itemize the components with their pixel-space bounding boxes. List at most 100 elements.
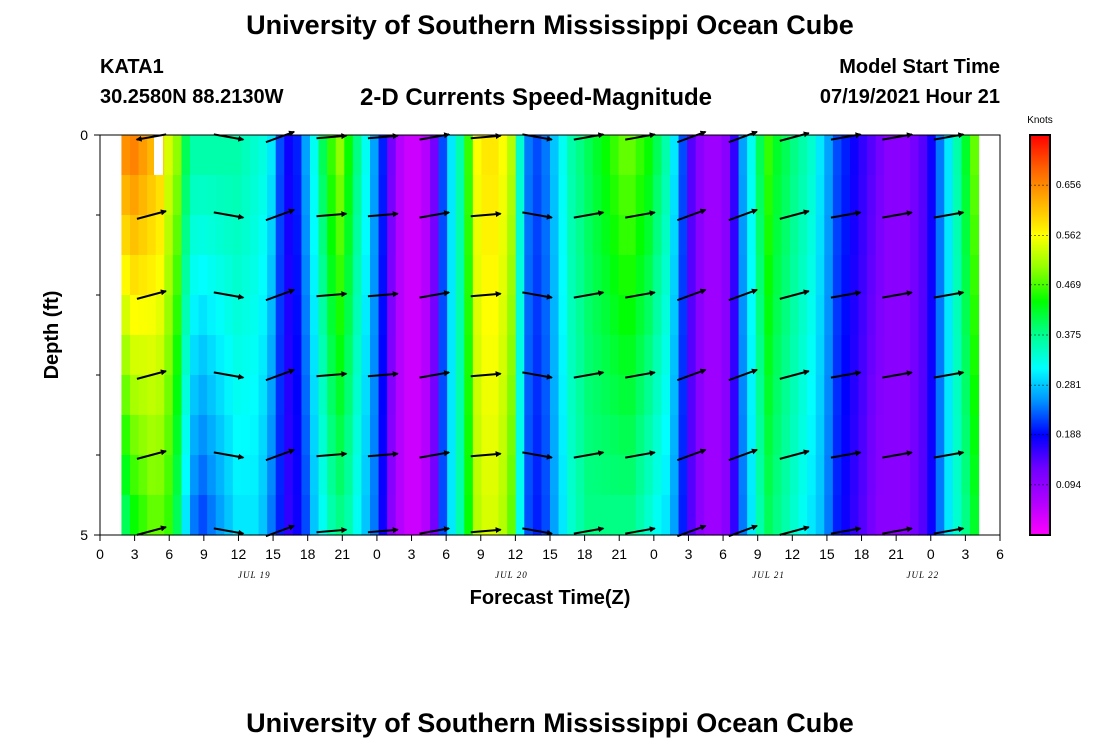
x-tick-label: 12 <box>508 546 524 562</box>
current-vector <box>367 133 399 140</box>
heatmap-cell <box>747 455 757 496</box>
heatmap-cell <box>378 335 388 376</box>
heatmap-cell <box>695 135 705 176</box>
heatmap-cell <box>395 255 405 296</box>
heatmap-cell <box>412 295 423 336</box>
heatmap-cell <box>524 135 534 176</box>
heatmap-cell <box>952 335 963 376</box>
heatmap-cell <box>301 415 311 456</box>
heatmap-cell <box>241 375 251 416</box>
heatmap-cell <box>910 375 920 416</box>
heatmap-cell <box>327 255 337 296</box>
heatmap-cell <box>738 175 748 216</box>
heatmap-cell <box>721 175 731 216</box>
heatmap-cell <box>275 495 285 536</box>
x-tick-label: 0 <box>927 546 935 562</box>
heatmap-cell <box>670 175 680 216</box>
heatmap-cell <box>258 295 268 336</box>
heatmap-cell <box>550 135 560 176</box>
heatmap-cell <box>738 375 748 416</box>
heatmap-cell <box>892 135 903 176</box>
heatmap-cell <box>515 375 525 416</box>
heatmap-cell <box>944 175 954 216</box>
heatmap-cell <box>584 495 594 536</box>
heatmap-cell <box>850 295 860 336</box>
current-vector <box>136 369 167 380</box>
heatmap-cell <box>584 375 594 416</box>
heatmap-cell <box>695 295 705 336</box>
current-vector <box>419 370 451 379</box>
heatmap-cell <box>567 415 577 456</box>
heatmap-cell <box>438 215 448 256</box>
heatmap-cell <box>532 415 543 456</box>
heatmap-cell <box>327 335 337 376</box>
heatmap-cell <box>241 135 251 176</box>
heatmap-cell <box>352 175 363 216</box>
heatmap-cell <box>610 415 620 456</box>
heatmap-cell <box>875 175 885 216</box>
current-vector <box>728 448 758 462</box>
heatmap-cell <box>130 375 140 416</box>
heatmap-cell <box>712 295 723 336</box>
heatmap-cell <box>764 495 774 536</box>
heatmap-cell <box>395 415 405 456</box>
heatmap-cell <box>704 335 714 376</box>
heatmap-cell <box>815 255 825 296</box>
heatmap-cell <box>592 295 603 336</box>
heatmap-cell <box>567 335 577 376</box>
heatmap-cell <box>241 455 251 496</box>
heatmap-cell <box>284 455 294 496</box>
heatmap-cell <box>412 215 423 256</box>
heatmap-cell <box>438 335 448 376</box>
heatmap-cell <box>370 175 380 216</box>
heatmap-cell <box>335 495 345 536</box>
heatmap-cell <box>344 375 354 416</box>
x-tick-label: 9 <box>477 546 485 562</box>
heatmap-cell <box>318 295 328 336</box>
heatmap-cell <box>644 335 654 376</box>
heatmap-cell <box>310 215 320 256</box>
heatmap-cell <box>490 175 500 216</box>
heatmap-cell <box>301 455 311 496</box>
heatmap-cell <box>678 495 688 536</box>
heatmap-cell <box>318 255 328 296</box>
heatmap-cell <box>635 495 645 536</box>
heatmap-cell <box>327 135 337 176</box>
heatmap-cell <box>327 495 337 536</box>
heatmap-cell <box>172 295 183 336</box>
heatmap-cell <box>258 335 268 376</box>
heatmap-cell <box>164 295 174 336</box>
heatmap-cell <box>918 215 928 256</box>
current-vector <box>779 131 810 142</box>
heatmap-cell <box>807 295 817 336</box>
heatmap-cell <box>704 415 714 456</box>
heatmap-cell <box>695 495 705 536</box>
heatmap-cell <box>490 495 500 536</box>
heatmap-cell <box>944 495 954 536</box>
heatmap-cell <box>250 455 260 496</box>
x-tick-label: 21 <box>335 546 351 562</box>
heatmap-cell <box>147 175 157 216</box>
heatmap-cell <box>532 215 543 256</box>
heatmap-cell <box>344 455 354 496</box>
heatmap-cell <box>267 335 277 376</box>
heatmap-cell <box>944 255 954 296</box>
colorbar-tick-label: 0.281 <box>1056 380 1081 391</box>
heatmap-cell <box>207 295 217 336</box>
heatmap-cell <box>781 415 791 456</box>
heatmap-cell <box>798 415 808 456</box>
heatmap-cell <box>352 495 363 536</box>
heatmap-cell <box>670 255 680 296</box>
heatmap-cell <box>601 375 611 416</box>
heatmap-cell <box>267 135 277 176</box>
heatmap-cell <box>678 415 688 456</box>
current-vector <box>367 527 399 534</box>
heatmap-cell <box>181 455 191 496</box>
x-tick-label: 18 <box>300 546 316 562</box>
heatmap-cell <box>901 455 911 496</box>
heatmap-cell <box>430 255 440 296</box>
heatmap-cell <box>747 175 757 216</box>
x-tick-label: 6 <box>442 546 450 562</box>
heatmap-cell <box>772 495 783 536</box>
heatmap-cell <box>198 455 208 496</box>
